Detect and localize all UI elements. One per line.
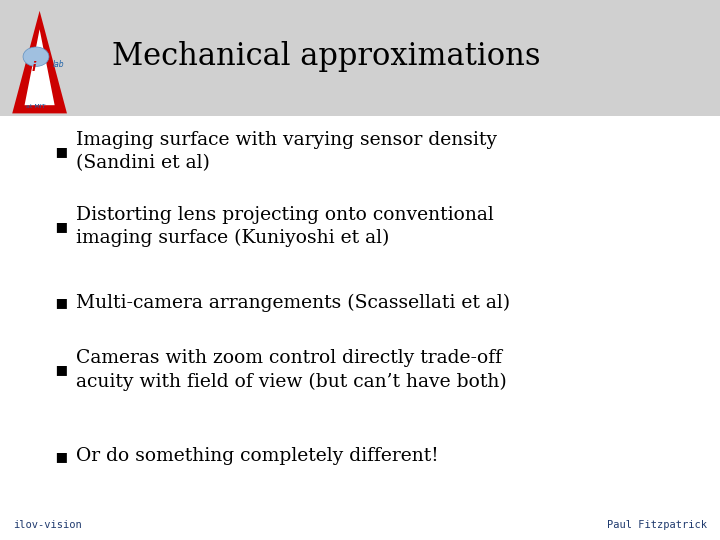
Text: Multi-camera arrangements (Scassellati et al): Multi-camera arrangements (Scassellati e… [76, 293, 510, 312]
Text: Imaging surface with varying sensor density
(Sandini et al): Imaging surface with varying sensor dens… [76, 131, 497, 172]
Polygon shape [24, 29, 55, 105]
Text: ▪: ▪ [55, 217, 68, 237]
Text: Distorting lens projecting onto conventional
imaging surface (Kuniyoshi et al): Distorting lens projecting onto conventi… [76, 206, 493, 247]
Text: lab: lab [53, 60, 64, 69]
Text: Or do something completely different!: Or do something completely different! [76, 447, 438, 465]
Circle shape [23, 47, 49, 66]
Bar [0, 0, 720, 116]
Text: at MIT: at MIT [26, 104, 46, 109]
Text: Mechanical approximations: Mechanical approximations [112, 41, 540, 72]
Text: ▪: ▪ [55, 447, 68, 466]
Text: Paul Fitzpatrick: Paul Fitzpatrick [607, 520, 707, 530]
Text: Cameras with zoom control directly trade-off
acuity with field of view (but can’: Cameras with zoom control directly trade… [76, 349, 506, 390]
Text: ▪: ▪ [55, 360, 68, 380]
Text: ▪: ▪ [55, 141, 68, 161]
Polygon shape [12, 11, 67, 113]
Text: ▪: ▪ [55, 293, 68, 312]
Text: ilov-vision: ilov-vision [13, 520, 81, 530]
Text: i: i [32, 61, 36, 74]
